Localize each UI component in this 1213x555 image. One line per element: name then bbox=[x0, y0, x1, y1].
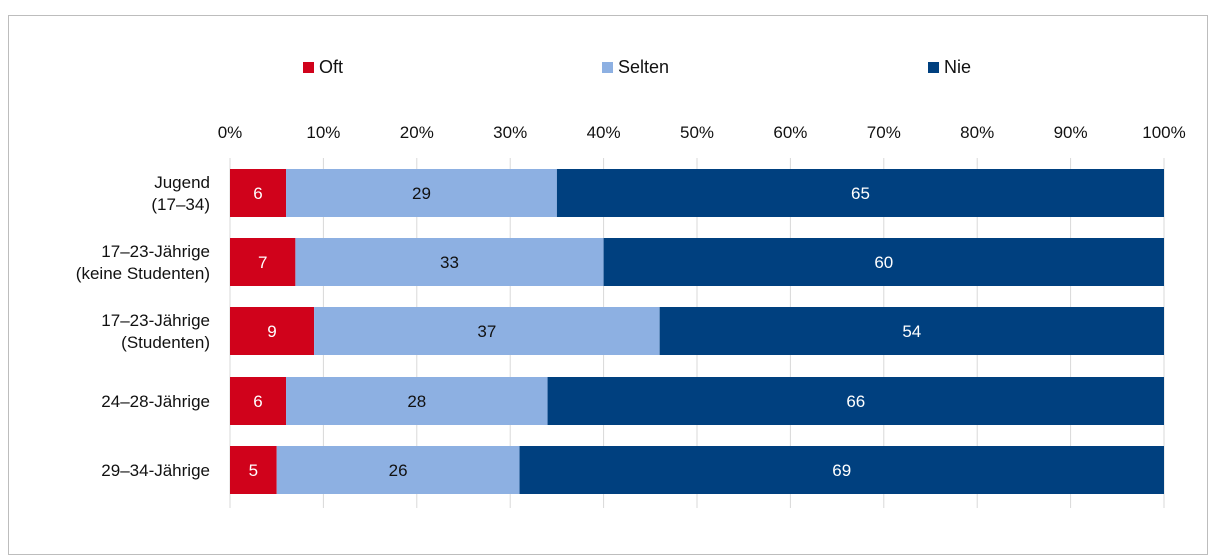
bar-nie bbox=[556, 169, 1164, 217]
category-label: 29–34-Jährige bbox=[101, 461, 210, 480]
x-tick-label: 60% bbox=[773, 123, 807, 142]
x-tick-label: 100% bbox=[1142, 123, 1185, 142]
data-label: 65 bbox=[851, 184, 870, 203]
bar-nie bbox=[519, 446, 1164, 494]
category-label: 24–28-Jährige bbox=[101, 392, 210, 411]
data-label: 6 bbox=[253, 184, 262, 203]
data-label: 33 bbox=[440, 253, 459, 272]
x-tick-label: 10% bbox=[306, 123, 340, 142]
x-tick-label: 80% bbox=[960, 123, 994, 142]
data-label: 5 bbox=[249, 461, 258, 480]
legend-item-oft: Oft bbox=[303, 57, 343, 78]
data-label: 60 bbox=[874, 253, 893, 272]
x-tick-label: 30% bbox=[493, 123, 527, 142]
bar-selten bbox=[276, 446, 520, 494]
x-tick-label: 70% bbox=[867, 123, 901, 142]
x-tick-label: 40% bbox=[587, 123, 621, 142]
legend-swatch bbox=[303, 62, 314, 73]
category-label: 17–23-Jährige (Studenten) bbox=[101, 311, 210, 352]
bar-nie bbox=[547, 377, 1164, 425]
legend-swatch bbox=[602, 62, 613, 73]
legend-item-nie: Nie bbox=[928, 57, 971, 78]
category-label: 17–23-Jährige (keine Studenten) bbox=[76, 242, 210, 283]
data-label: 26 bbox=[389, 461, 408, 480]
bar-nie bbox=[659, 307, 1164, 355]
bar-oft bbox=[230, 169, 287, 217]
data-label: 9 bbox=[267, 322, 276, 341]
legend-label: Selten bbox=[618, 57, 670, 77]
bar-selten bbox=[295, 238, 604, 286]
x-tick-label: 90% bbox=[1054, 123, 1088, 142]
x-tick-label: 0% bbox=[218, 123, 243, 142]
data-label: 66 bbox=[846, 392, 865, 411]
data-label: 28 bbox=[407, 392, 426, 411]
legend-swatch bbox=[928, 62, 939, 73]
data-label: 29 bbox=[412, 184, 431, 203]
bar-oft bbox=[230, 377, 287, 425]
data-label: 37 bbox=[477, 322, 496, 341]
legend-item-selten: Selten bbox=[602, 57, 669, 78]
bar-selten bbox=[314, 307, 660, 355]
data-label: 6 bbox=[253, 392, 262, 411]
bar-oft bbox=[230, 446, 277, 494]
bar-selten bbox=[286, 169, 557, 217]
legend: Oft Selten Nie bbox=[0, 57, 1213, 87]
bar-oft bbox=[230, 238, 296, 286]
data-label: 54 bbox=[902, 322, 921, 341]
data-label: 7 bbox=[258, 253, 267, 272]
data-label: 69 bbox=[832, 461, 851, 480]
category-label: Jugend (17–34) bbox=[151, 173, 210, 214]
legend-label: Oft bbox=[319, 57, 344, 77]
x-tick-label: 20% bbox=[400, 123, 434, 142]
bar-oft bbox=[230, 307, 315, 355]
x-tick-label: 50% bbox=[680, 123, 714, 142]
bar-nie bbox=[603, 238, 1164, 286]
bar-selten bbox=[286, 377, 548, 425]
legend-label: Nie bbox=[944, 57, 972, 77]
